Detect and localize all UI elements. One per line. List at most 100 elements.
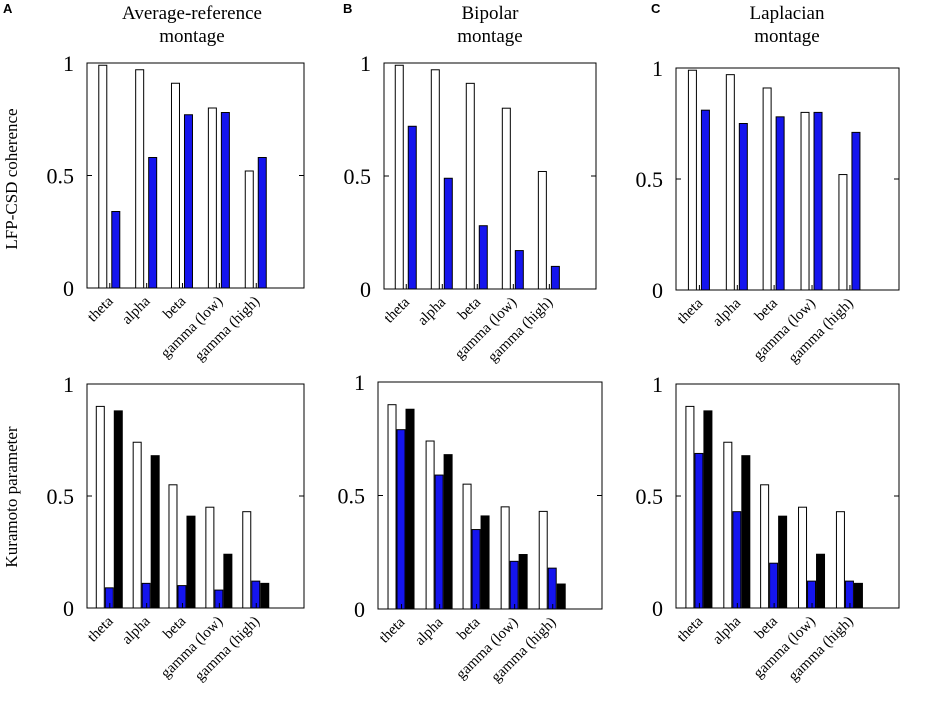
bar-white-theta	[95, 405, 105, 609]
bar-blue-theta	[694, 452, 704, 609]
bar-white-gammahigh	[835, 511, 845, 609]
chart-title-line: montage	[754, 26, 819, 47]
x-tick-label: theta	[674, 613, 706, 645]
chart-title-line: montage	[457, 26, 522, 47]
bar-black-gammahigh	[556, 583, 566, 610]
bar-blue-gammalow	[509, 560, 519, 610]
bar-blue-beta	[471, 529, 481, 610]
panel-letter: B	[343, 1, 352, 16]
x-tick-label: alpha	[415, 294, 450, 329]
bar-black-theta	[113, 410, 123, 609]
bar-white-gammahigh	[538, 510, 548, 610]
x-tick-label: beta	[454, 614, 483, 643]
bar-white-beta	[170, 82, 180, 289]
bar-white-gammalow	[500, 506, 510, 610]
bar-blue-alpha	[443, 177, 453, 290]
bar-black-beta	[480, 515, 490, 610]
bar-blue-beta	[183, 114, 193, 289]
bar-black-beta	[778, 515, 788, 609]
x-tick-label: gamma (high)	[192, 614, 263, 685]
bar-white-alpha	[132, 441, 142, 609]
bar-white-gammalow	[798, 506, 808, 609]
bar-white-theta	[98, 64, 108, 289]
bar-blue-theta	[407, 125, 417, 290]
y-tick-label: 1	[360, 51, 371, 76]
bar-white-theta	[687, 69, 697, 291]
bar-white-alpha	[430, 69, 440, 290]
y-axis-label-bottom: Kuramoto parameter	[2, 426, 21, 567]
y-tick-label: 0	[63, 276, 74, 301]
bar-black-gammahigh	[853, 582, 863, 609]
bar-white-beta	[760, 484, 770, 609]
y-tick-label: 0	[63, 596, 74, 621]
bar-black-gammalow	[816, 553, 826, 609]
bar-blue-gammahigh	[251, 580, 261, 609]
y-tick-label: 0	[354, 597, 365, 622]
y-tick-label: 0.5	[47, 484, 75, 509]
bar-black-gammahigh	[260, 582, 270, 609]
bar-blue-theta	[111, 211, 121, 289]
x-tick-label: beta	[752, 613, 781, 642]
bar-white-gammahigh	[242, 511, 252, 609]
bar-blue-theta	[700, 109, 710, 291]
bar-blue-theta	[396, 429, 406, 610]
bar-white-theta	[394, 64, 404, 290]
bar-white-beta	[762, 87, 772, 291]
bar-white-alpha	[425, 440, 435, 610]
bar-blue-gammahigh	[851, 131, 861, 291]
x-tick-label: alpha	[412, 614, 447, 649]
y-tick-label: 0.5	[636, 484, 664, 509]
bar-white-gammalow	[207, 107, 217, 289]
bar-white-alpha	[135, 69, 145, 289]
bar-blue-gammahigh	[550, 265, 560, 290]
bar-white-gammalow	[205, 506, 215, 609]
x-tick-label: beta	[160, 613, 189, 642]
bar-blue-gammahigh	[547, 567, 557, 610]
chart-title-line: Bipolar	[462, 3, 520, 24]
y-tick-label: 0.5	[47, 164, 75, 189]
bar-black-alpha	[741, 455, 751, 609]
bar-blue-alpha	[732, 511, 742, 609]
y-tick-label: 1	[63, 372, 74, 397]
bar-blue-beta	[775, 116, 785, 291]
bar-white-theta	[387, 404, 397, 610]
bar-black-beta	[186, 515, 196, 609]
bar-blue-beta	[478, 225, 488, 290]
bar-white-beta	[465, 82, 475, 290]
bar-blue-alpha	[148, 157, 158, 289]
x-tick-label: alpha	[710, 613, 745, 648]
bar-black-theta	[703, 410, 713, 609]
bar-white-gammahigh	[537, 170, 547, 290]
x-tick-label: gamma (high)	[192, 294, 263, 365]
y-tick-label: 0.5	[344, 164, 372, 189]
bar-white-gammalow	[501, 107, 511, 290]
x-tick-label: theta	[376, 614, 408, 646]
y-tick-label: 1	[652, 372, 663, 397]
y-tick-label: 0	[652, 278, 663, 303]
chart-title-line: Laplacian	[750, 3, 825, 24]
x-tick-label: beta	[160, 293, 189, 322]
bar-white-gammahigh	[244, 170, 254, 289]
bar-white-alpha	[723, 441, 733, 609]
bar-blue-gammalow	[813, 111, 823, 291]
bar-white-theta	[685, 405, 695, 609]
panel-letter: C	[651, 1, 661, 16]
bar-blue-gammalow	[220, 112, 230, 289]
bar-black-alpha	[150, 455, 160, 609]
x-tick-label: alpha	[119, 613, 154, 648]
bar-black-alpha	[443, 454, 453, 610]
bar-black-gammalow	[518, 554, 528, 610]
bar-white-beta	[462, 483, 472, 610]
y-tick-label: 0.5	[636, 167, 664, 192]
x-tick-label: alpha	[119, 293, 154, 328]
x-tick-label: theta	[381, 294, 413, 326]
bar-white-gammalow	[800, 111, 810, 291]
x-tick-label: beta	[752, 295, 781, 324]
bar-black-theta	[405, 408, 415, 610]
bar-blue-gammahigh	[257, 157, 267, 289]
